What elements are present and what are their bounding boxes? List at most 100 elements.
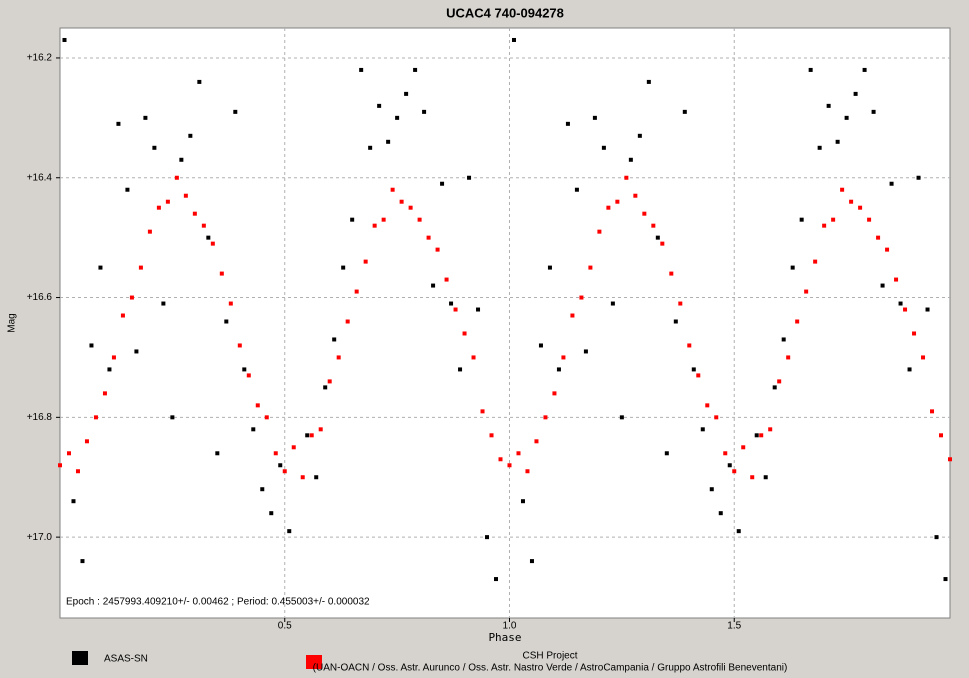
data-point: [516, 451, 521, 456]
data-point: [696, 373, 701, 378]
data-point: [898, 301, 903, 306]
data-point: [561, 355, 566, 360]
legend-description: (UAN-OACN / Oss. Astr. Aurunco / Oss. As…: [313, 663, 788, 674]
data-point: [300, 475, 305, 480]
data-point: [871, 109, 876, 114]
data-point: [102, 391, 107, 396]
data-point: [278, 463, 283, 468]
data-point: [948, 457, 952, 462]
data-point: [233, 109, 238, 114]
data-point: [808, 67, 813, 72]
data-point: [741, 445, 746, 450]
y-tick-label: +16.4: [27, 172, 53, 183]
data-point: [880, 283, 885, 288]
legend-swatch: [306, 655, 322, 669]
data-point: [66, 451, 71, 456]
y-tick-label: +16.8: [27, 412, 53, 423]
data-point: [89, 343, 94, 348]
data-point: [354, 289, 359, 294]
data-point: [71, 499, 76, 504]
data-point: [341, 265, 346, 270]
data-point: [790, 265, 795, 270]
data-point: [287, 529, 292, 534]
data-point: [520, 499, 525, 504]
data-point: [201, 223, 206, 228]
data-point: [781, 337, 786, 342]
data-point: [381, 217, 386, 222]
data-point: [174, 175, 179, 180]
data-point: [912, 331, 917, 336]
data-point: [242, 367, 247, 372]
data-point: [633, 193, 638, 198]
data-point: [736, 529, 741, 534]
data-point: [646, 79, 651, 84]
data-point: [408, 205, 413, 210]
data-point: [606, 205, 611, 210]
data-point: [359, 67, 364, 72]
data-point: [507, 463, 512, 468]
data-point: [723, 451, 728, 456]
data-point: [903, 307, 908, 312]
data-point: [777, 379, 782, 384]
data-point: [669, 271, 674, 276]
data-point: [943, 577, 948, 582]
data-point: [732, 469, 737, 474]
data-point: [921, 355, 926, 360]
data-point: [867, 217, 872, 222]
data-point: [188, 133, 193, 138]
data-point: [583, 349, 588, 354]
x-tick-label: 1.0: [503, 621, 517, 632]
data-point: [705, 403, 710, 408]
data-point: [525, 469, 530, 474]
annotation: Epoch : 2457993.409210+/- 0.00462 ; Peri…: [66, 597, 370, 608]
data-point: [682, 109, 687, 114]
data-point: [179, 157, 184, 162]
data-point: [228, 301, 233, 306]
data-point: [844, 115, 849, 120]
data-point: [628, 157, 633, 162]
data-point: [219, 271, 224, 276]
data-point: [395, 115, 400, 120]
data-point: [768, 427, 773, 432]
data-point: [858, 205, 863, 210]
data-point: [210, 241, 215, 246]
legend-swatch: [72, 651, 88, 665]
data-point: [422, 109, 427, 114]
data-point: [615, 199, 620, 204]
data-point: [862, 67, 867, 72]
data-point: [494, 577, 499, 582]
data-point: [264, 415, 269, 420]
data-point: [192, 211, 197, 216]
data-point: [588, 265, 593, 270]
data-point: [574, 187, 579, 192]
data-point: [831, 217, 836, 222]
data-point: [399, 199, 404, 204]
data-point: [714, 415, 719, 420]
data-point: [619, 415, 624, 420]
data-point: [120, 313, 125, 318]
data-point: [206, 235, 211, 240]
data-point: [655, 235, 660, 240]
data-point: [318, 427, 323, 432]
data-point: [709, 487, 714, 492]
data-point: [476, 307, 481, 312]
data-point: [889, 181, 894, 186]
data-point: [368, 145, 373, 150]
data-point: [75, 469, 80, 474]
data-point: [336, 355, 341, 360]
x-axis-label: Phase: [488, 631, 521, 644]
data-point: [916, 175, 921, 180]
data-point: [687, 343, 692, 348]
data-point: [260, 487, 265, 492]
data-point: [826, 103, 831, 108]
data-point: [592, 115, 597, 120]
data-point: [107, 367, 112, 372]
data-point: [700, 427, 705, 432]
data-point: [642, 211, 647, 216]
x-tick-label: 0.5: [278, 621, 292, 632]
data-point: [282, 469, 287, 474]
legend-label: ASAS-SN: [104, 654, 148, 665]
data-point: [570, 313, 575, 318]
data-point: [413, 67, 418, 72]
